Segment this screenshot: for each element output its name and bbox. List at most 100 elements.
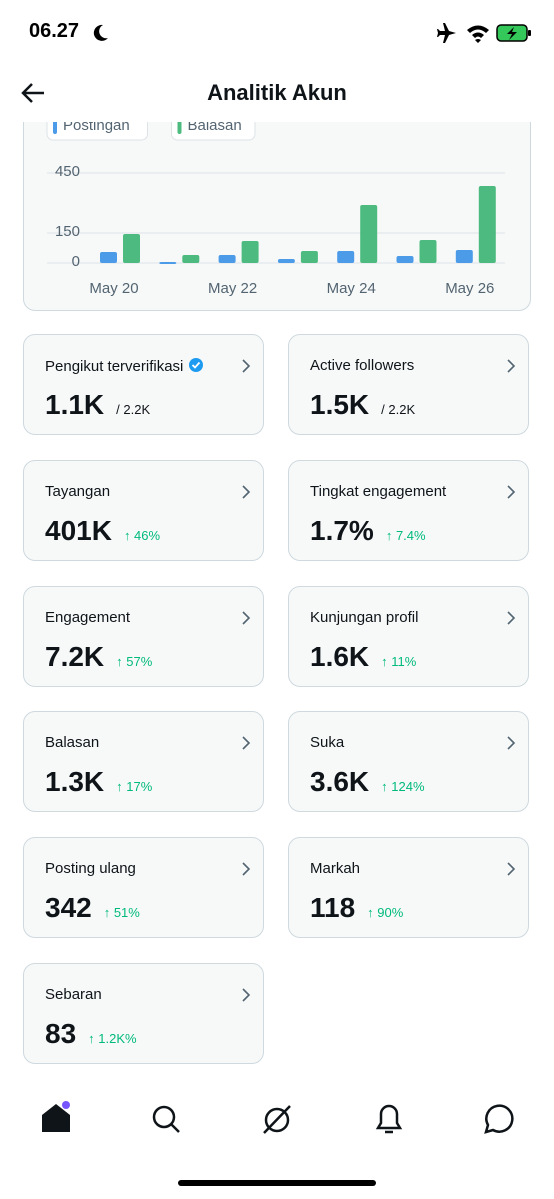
metric-value: 1.1K / 2.2K — [45, 389, 150, 421]
bar — [277, 259, 295, 263]
metric-label-text: Kunjungan profil — [310, 608, 419, 626]
metric-card[interactable]: Engagement 7.2K ↑ 57% — [23, 585, 264, 687]
metric-change: ↑ 46% — [123, 527, 161, 543]
chevron — [242, 485, 251, 499]
metric-card[interactable]: Kunjungan profil 1.6K ↑ 11% — [288, 585, 529, 687]
bar — [455, 250, 473, 263]
metric-value: 83 ↑ 1.2K% — [45, 1018, 137, 1050]
metric-value: 3.6K ↑ 124% — [310, 766, 425, 798]
x-tick-label: May 24 — [327, 280, 376, 297]
metric-card[interactable]: Active followers 1.5K / 2.2K — [288, 334, 529, 435]
metric-card[interactable]: Markah 118 ↑ 90% — [288, 837, 529, 939]
bar — [300, 251, 318, 263]
metric-change: ↑ 11% — [381, 653, 417, 669]
metric-change: ↑ 17% — [116, 779, 153, 795]
metric-value: 118 ↑ 90% — [310, 892, 403, 924]
metric-card[interactable]: Pengikut terverifikasi 1.1K / 2.2K — [23, 334, 264, 435]
y-tick-label: 450 — [55, 163, 80, 180]
back-button[interactable] — [20, 82, 46, 104]
x-tick-label: May 26 — [445, 280, 494, 297]
metric-value: 401K ↑ 46% — [45, 515, 160, 547]
y-tick-label: 0 — [72, 253, 80, 270]
bar — [360, 205, 378, 263]
metric-card[interactable]: Suka 3.6K ↑ 124% — [288, 711, 529, 813]
home-tab[interactable] — [42, 1101, 70, 1132]
metric-label-text: Markah — [310, 860, 361, 878]
chevron — [507, 611, 516, 625]
chevron — [507, 359, 516, 373]
metric-value-text: 1.5K — [310, 389, 370, 420]
bar — [182, 255, 200, 263]
metric-value-text: 7.2K — [45, 640, 105, 672]
chevron — [242, 611, 251, 625]
metric-label: Pengikut terverifikasi — [45, 357, 204, 375]
metric-label: Kunjungan profil — [310, 609, 418, 626]
status-time: 06.27 — [29, 20, 80, 42]
metric-label-text: Engagement — [45, 608, 131, 626]
legend-swatch — [53, 118, 57, 134]
metric-value: 1.7% ↑ 7.4% — [310, 515, 426, 547]
bottom-nav — [42, 1101, 514, 1186]
metric-value-text: 401K — [45, 514, 112, 546]
metric-change: ↑ 57% — [116, 653, 153, 669]
metric-card[interactable]: Posting ulang 342 ↑ 51% — [23, 837, 264, 939]
messages-tab[interactable] — [484, 1104, 514, 1134]
metric-label-text: Tayangan — [45, 482, 111, 500]
metric-value-text: 1.3K — [45, 766, 105, 798]
search-tab[interactable] — [152, 1105, 180, 1133]
metric-label: Suka — [310, 734, 344, 751]
header: 06.27 Analitik Akun — [0, 0, 554, 122]
metric-card[interactable]: Sebaran 83 ↑ 1.2K% — [23, 963, 264, 1064]
metric-label-text: Balasan — [45, 734, 100, 752]
metric-value-text: 118 — [310, 892, 356, 924]
chevron — [242, 862, 251, 876]
metric-label: Balasan — [45, 734, 99, 751]
bar — [123, 234, 140, 263]
metric-change: ↑ 124% — [381, 779, 425, 795]
metric-value-text: 1.1K — [45, 389, 105, 420]
metric-label: Tingkat engagement — [310, 483, 446, 500]
metric-label: Posting ulang — [45, 860, 136, 877]
metric-label-text: Suka — [310, 734, 345, 752]
grok-tab[interactable] — [263, 1105, 291, 1134]
metric-value: 342 ↑ 51% — [45, 892, 140, 924]
bar — [100, 252, 117, 263]
metric-label: Tayangan — [45, 483, 110, 500]
metric-label-text: Sebaran — [45, 986, 102, 1003]
bar — [241, 241, 259, 263]
metric-value-text: 1.6K — [310, 640, 370, 672]
bar — [159, 262, 177, 264]
metric-value: 1.3K ↑ 17% — [45, 766, 152, 798]
metric-label: Markah — [310, 860, 360, 877]
metric-change: ↑ 90% — [367, 905, 404, 921]
metric-label-text: Posting ulang — [45, 860, 136, 878]
metric-card[interactable]: Tingkat engagement 1.7% ↑ 7.4% — [288, 459, 529, 561]
chevron — [242, 359, 251, 373]
notifications-tab[interactable] — [375, 1104, 403, 1134]
legend-swatch — [177, 118, 182, 134]
metric-value-text: 3.6K — [310, 766, 370, 798]
chevron — [507, 485, 516, 499]
metric-label-text: Active followers — [310, 357, 415, 374]
bar — [337, 251, 355, 263]
metric-value-text: 342 — [45, 892, 92, 924]
metric-label: Sebaran — [45, 986, 102, 1003]
metric-total: / 2.2K — [381, 402, 416, 417]
moon-icon — [93, 24, 108, 41]
metric-label-text: Tingkat engagement — [310, 482, 447, 500]
metric-value: 1.5K / 2.2K — [310, 389, 415, 421]
metric-value: 1.6K ↑ 11% — [310, 641, 416, 673]
chevron — [242, 988, 251, 1002]
metric-card[interactable]: Balasan 1.3K ↑ 17% — [23, 711, 264, 813]
chevron — [507, 862, 516, 876]
metric-total: / 2.2K — [116, 402, 151, 417]
page-title: Analitik Akun — [207, 80, 347, 105]
metric-card[interactable]: Tayangan 401K ↑ 46% — [23, 459, 264, 561]
bar — [478, 186, 496, 263]
bar — [218, 255, 236, 263]
home-indicator — [178, 1180, 376, 1186]
metric-label-text: Pengikut terverifikasi — [45, 358, 184, 375]
bar — [419, 240, 437, 263]
chevron — [242, 736, 251, 750]
bar — [396, 256, 414, 263]
